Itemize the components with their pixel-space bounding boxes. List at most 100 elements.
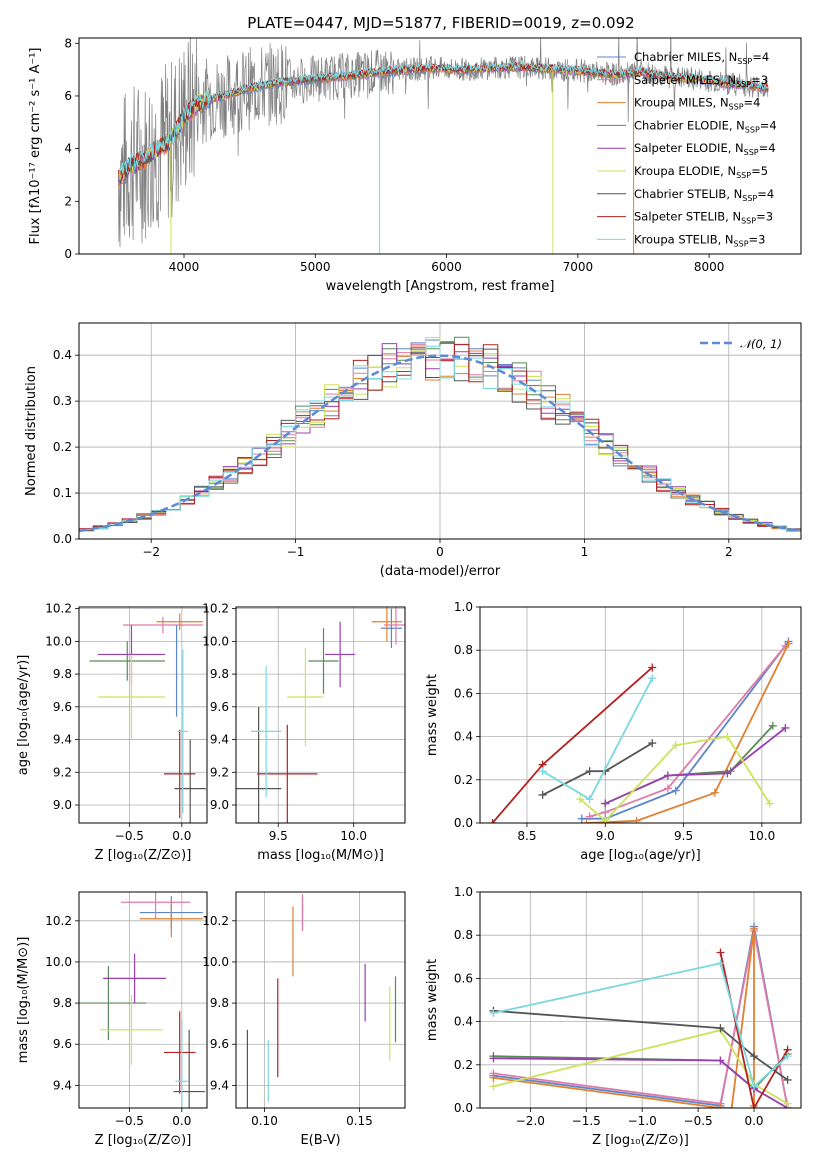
- errorbar-chabrier-elodie: [89, 641, 166, 681]
- errorbar-kroupa-elodie: [287, 647, 324, 747]
- x-tick-label: −2: [142, 545, 160, 559]
- x-tick-label: 9.0: [596, 829, 615, 843]
- x-tick-label: 0.0: [172, 1114, 191, 1128]
- x-axis-label: age [log₁₀(age/yr)]: [580, 848, 701, 863]
- legend-entry: 𝒩(0, 1): [740, 337, 782, 351]
- x-tick-label: −0.5: [115, 1114, 144, 1128]
- errorbar-kroupa-miles: [156, 613, 203, 630]
- weight-line-kroupa-stelib: [542, 677, 653, 801]
- y-tick-label: 10.2: [45, 602, 72, 616]
- weight-marker: [585, 767, 594, 776]
- weight-marker: [710, 788, 719, 797]
- y-tick-label: 0.6: [454, 971, 473, 985]
- x-tick-label: 4000: [169, 260, 200, 274]
- y-tick-label: 0.4: [454, 1015, 473, 1029]
- errorbar-chabrier-miles: [380, 608, 402, 648]
- weight-line-kroupa-elodie: [493, 1029, 789, 1105]
- x-axis-label: Z [log₁₀(Z/Z⊙)]: [95, 848, 192, 863]
- weight-line-salpeter-stelib: [491, 666, 653, 823]
- plot-area: [246, 894, 397, 1108]
- weight-line-salpeter-miles: [589, 645, 786, 818]
- y-tick-label: 9.8: [210, 667, 229, 681]
- x-tick-label: 6000: [431, 260, 462, 274]
- plot-area: [117, 38, 769, 254]
- legend-entry: Chabrier STELIB, NSSP=4: [634, 187, 774, 203]
- errorbar-salpeter-stelib: [257, 724, 318, 823]
- errorbar-salpeter-stelib: [163, 1011, 196, 1094]
- x-axis-label: Z [log₁₀(Z/Z⊙)]: [95, 1133, 192, 1148]
- y-tick-label: 9.2: [210, 765, 229, 779]
- errorbar-salpeter-elodie: [325, 621, 356, 688]
- errorbar-kroupa-elodie: [99, 994, 163, 1065]
- weight-marker: [750, 1082, 759, 1091]
- panel-mass-vs-ebv: 0.10 0.15 9.4 9.6 9.8 10.0 10.2 E(B-V): [202, 891, 406, 1148]
- errorbar-kroupa-miles: [139, 900, 203, 938]
- y-axis-label: Flux [fλ10⁻¹⁷ erg cm⁻² s⁻¹ A⁻¹]: [28, 48, 43, 245]
- x-tick-label: 8.5: [517, 829, 536, 843]
- y-tick-label: 0.2: [53, 440, 72, 454]
- x-tick-label: 0.10: [251, 1114, 278, 1128]
- legend: Chabrier MILES, NSSP=4 Salpeter MILES, NS…: [597, 50, 777, 248]
- legend-entry: Salpeter MILES, NSSP=3: [634, 73, 768, 89]
- x-axis-label: wavelength [Angstrom, rest frame]: [326, 279, 555, 294]
- weight-marker: [716, 959, 725, 968]
- y-tick-label: 6: [64, 89, 72, 103]
- weight-marker: [784, 639, 793, 648]
- errorbar-kroupa-miles: [371, 607, 402, 642]
- x-tick-label: −1.5: [572, 1114, 601, 1128]
- normal-curve: [79, 354, 799, 533]
- weight-marker: [716, 1104, 725, 1108]
- weight-line-salpeter-miles: [493, 930, 789, 1108]
- errorbar-salpeter-stelib: [163, 729, 196, 819]
- weight-marker: [783, 1075, 792, 1084]
- weight-marker: [716, 1024, 725, 1033]
- y-tick-label: 9.4: [53, 1078, 72, 1092]
- y-tick-label: 10.2: [202, 602, 229, 616]
- panel-spectrum: 4000 5000 6000 7000 8000 0 2 4 6 8 wavelength [Ang…: [28, 36, 802, 294]
- weight-marker: [750, 1052, 759, 1061]
- y-tick-label: 9.4: [53, 733, 72, 747]
- weight-marker: [716, 1056, 725, 1065]
- weight-marker: [723, 769, 732, 778]
- y-tick-label: 9.0: [210, 798, 229, 812]
- legend-entry: Kroupa ELODIE, NSSP=5: [634, 164, 768, 180]
- weight-marker: [750, 924, 759, 933]
- y-tick-label: 0.2: [454, 1058, 473, 1072]
- y-tick-label: 0.0: [454, 1101, 473, 1115]
- y-tick-label: 9.4: [210, 1078, 229, 1092]
- y-tick-label: 8: [64, 36, 72, 50]
- y-axis-label: age [log₁₀(age/yr)]: [16, 655, 31, 776]
- x-tick-label: 7000: [563, 260, 594, 274]
- errorbar-kroupa-stelib: [175, 1019, 189, 1108]
- y-tick-label: 0.8: [454, 928, 473, 942]
- axes-frame: [479, 891, 802, 1109]
- x-tick-label: 9.5: [269, 829, 288, 843]
- x-tick-label: −2.0: [516, 1114, 545, 1128]
- x-axis-label: E(B-V): [300, 1133, 340, 1148]
- weight-marker: [671, 741, 680, 750]
- errorbar-salpeter-miles: [120, 892, 191, 919]
- weight-marker: [489, 1073, 498, 1082]
- y-tick-label: 9.4: [210, 733, 229, 747]
- panel-mass-weight-vs-Z: −2.0 −1.5 −1.0 −0.5 0.0 0.0 0.2 0.4 0.6 0.8 1.0 Z […: [425, 885, 802, 1148]
- weight-marker: [538, 767, 547, 776]
- panel-mass-vs-Z: −0.5 0.0 9.4 9.6 9.8 10.0 10.2 Z [log₁₀(Z/Z⊙)] m…: [16, 891, 208, 1148]
- x-axis-label: Z [log₁₀(Z/Z⊙)]: [592, 1133, 689, 1148]
- weight-marker: [489, 1008, 498, 1017]
- figure-title: PLATE=0447, MJD=51877, FIBERID=0019, z=0…: [247, 14, 634, 32]
- plot-area: [488, 637, 793, 823]
- y-tick-label: 0.8: [454, 643, 473, 657]
- y-tick-label: 0.0: [454, 816, 473, 830]
- weight-line-kroupa-stelib: [493, 962, 789, 1089]
- x-tick-label: −0.5: [684, 1114, 713, 1128]
- x-tick-label: 5000: [300, 260, 331, 274]
- y-tick-label: 10.2: [202, 914, 229, 928]
- y-tick-label: 10.0: [202, 634, 229, 648]
- weight-marker: [585, 795, 594, 804]
- weight-marker: [648, 674, 657, 683]
- weight-marker: [601, 816, 610, 823]
- plot-area: [79, 336, 801, 533]
- weight-marker: [750, 1104, 759, 1108]
- weight-marker: [576, 795, 585, 804]
